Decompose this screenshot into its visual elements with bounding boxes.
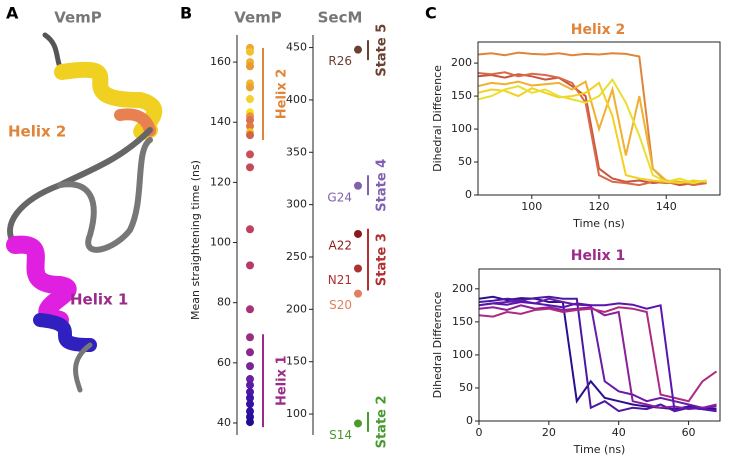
point xyxy=(246,95,254,104)
x-tick-label: 140 xyxy=(656,200,677,213)
point-label: G24 xyxy=(327,190,352,204)
bracket-label: State 4 xyxy=(375,159,390,212)
y-axis-label: Mean straightening time (ns) xyxy=(189,160,202,320)
point xyxy=(246,83,254,92)
point xyxy=(246,387,254,396)
y-tick-label: 450 xyxy=(286,41,307,54)
y-tick-label: 100 xyxy=(451,122,472,135)
y-tick-label: 300 xyxy=(286,198,307,211)
point xyxy=(354,419,362,428)
y-tick-label: 100 xyxy=(210,236,231,249)
panel-label: B xyxy=(180,4,192,23)
x-tick-label: 60 xyxy=(682,426,696,439)
point xyxy=(246,375,254,384)
series-line xyxy=(478,304,717,411)
y-tick-label: 50 xyxy=(459,381,473,394)
x-tick-label: 100 xyxy=(521,200,542,213)
point xyxy=(246,163,254,172)
y-tick-label: 140 xyxy=(210,115,231,128)
y-axis-label: Dihedral Difference xyxy=(431,65,444,172)
point xyxy=(354,289,362,298)
x-axis-label: Time (ns) xyxy=(573,443,626,456)
bracket-label: Helix 2 xyxy=(275,69,290,120)
y-tick-label: 400 xyxy=(286,93,307,106)
panel-label: C xyxy=(425,4,437,23)
y-tick-label: 150 xyxy=(452,315,473,328)
y-tick-label: 40 xyxy=(217,416,231,429)
series-line xyxy=(477,51,707,185)
y-tick-label: 60 xyxy=(217,356,231,369)
point xyxy=(246,62,254,71)
point xyxy=(246,131,254,140)
bracket-label: State 3 xyxy=(375,233,390,286)
point xyxy=(246,122,254,131)
chart-title: VemP xyxy=(234,9,282,27)
y-tick-label: 200 xyxy=(286,302,307,315)
plot-frame xyxy=(478,268,721,422)
y-tick-label: 200 xyxy=(452,282,473,295)
y-tick-label: 80 xyxy=(217,296,231,309)
x-tick-label: 0 xyxy=(476,426,483,439)
y-tick-label: 350 xyxy=(286,145,307,158)
point xyxy=(246,261,254,270)
point xyxy=(246,381,254,390)
y-tick-label: 0 xyxy=(465,188,472,201)
helix-label: Helix 1 xyxy=(70,291,128,309)
y-tick-label: 100 xyxy=(452,348,473,361)
protein-ribbon xyxy=(6,32,163,393)
series-line xyxy=(478,300,717,413)
chart-title: Helix 1 xyxy=(571,248,625,264)
y-tick-label: 160 xyxy=(210,55,231,68)
y-tick-label: 150 xyxy=(286,355,307,368)
y-tick-label: 100 xyxy=(286,407,307,420)
y-tick-label: 150 xyxy=(451,89,472,102)
panel-label: A xyxy=(6,4,19,23)
point xyxy=(246,47,254,56)
chart-title: Helix 2 xyxy=(571,22,625,38)
point xyxy=(354,264,362,273)
bracket-label: State 2 xyxy=(375,395,390,448)
point xyxy=(246,362,254,371)
point xyxy=(246,407,254,416)
y-tick-label: 0 xyxy=(466,414,473,427)
series-line xyxy=(477,77,707,185)
point-label: S14 xyxy=(329,428,352,442)
x-axis-label: Time (ns) xyxy=(572,217,625,230)
y-axis-label: Dihedral Difference xyxy=(431,291,444,398)
point-label: S20 xyxy=(329,298,352,312)
series-line xyxy=(478,297,717,409)
point xyxy=(354,45,362,54)
point-label: N21 xyxy=(328,273,352,287)
series-line xyxy=(477,73,707,187)
point xyxy=(246,116,254,125)
x-tick-label: 40 xyxy=(612,426,626,439)
series-line xyxy=(478,306,718,403)
point xyxy=(246,418,254,427)
point xyxy=(246,400,254,409)
chart-title: SecM xyxy=(318,9,363,27)
series-line xyxy=(478,295,717,411)
y-tick-label: 120 xyxy=(210,175,231,188)
point xyxy=(246,394,254,403)
point-label: A22 xyxy=(329,238,352,252)
y-tick-label: 200 xyxy=(451,56,472,69)
x-tick-label: 120 xyxy=(589,200,610,213)
y-tick-label: 50 xyxy=(458,155,472,168)
point xyxy=(246,225,254,234)
y-tick-label: 250 xyxy=(286,250,307,263)
bracket-label: Helix 1 xyxy=(275,355,290,406)
point xyxy=(246,150,254,159)
point xyxy=(246,305,254,314)
point xyxy=(246,348,254,357)
x-tick-label: 20 xyxy=(542,426,556,439)
point xyxy=(354,229,362,238)
bracket-label: State 5 xyxy=(375,24,390,77)
helix-label: Helix 2 xyxy=(8,123,66,141)
panel-title: VemP xyxy=(54,9,102,27)
point-label: R26 xyxy=(328,54,352,68)
point xyxy=(246,333,254,342)
point xyxy=(354,181,362,190)
